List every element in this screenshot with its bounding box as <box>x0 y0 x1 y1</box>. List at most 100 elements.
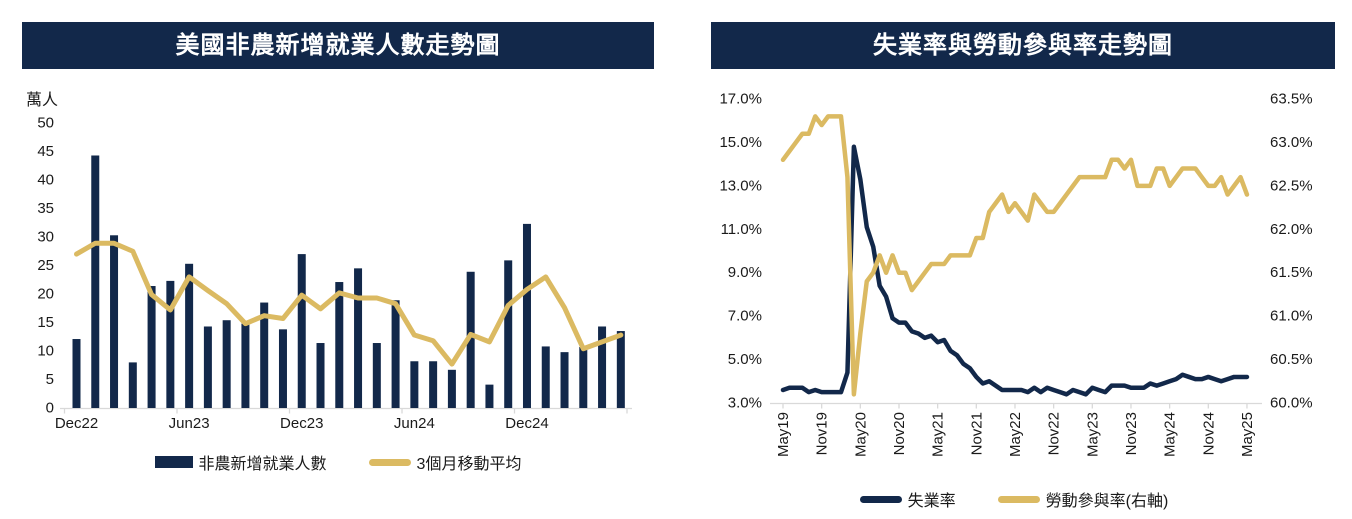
line-swatch-navy <box>859 495 902 503</box>
svg-text:15: 15 <box>37 314 54 331</box>
svg-text:62.0%: 62.0% <box>1270 221 1313 238</box>
svg-text:May20: May20 <box>852 412 869 457</box>
payroll-bar <box>72 339 81 408</box>
payroll-bars <box>72 155 625 408</box>
bar-swatch <box>154 456 193 468</box>
payroll-bar <box>110 235 119 408</box>
x-axis <box>60 407 632 414</box>
payroll-bar <box>410 361 419 408</box>
payroll-bar <box>297 254 306 408</box>
line-swatch-gold <box>997 495 1040 503</box>
legend-label: 失業率 <box>907 493 956 510</box>
right-axis-labels: 63.5% 63.0% 62.5% 62.0% 61.5% 61.0% 60.5% 60.0% <box>1270 91 1313 412</box>
svg-text:May21: May21 <box>930 412 947 457</box>
legend-label: 勞動參與率(右軸) <box>1045 493 1169 510</box>
payroll-bar <box>354 268 363 408</box>
payroll-bar <box>372 343 381 408</box>
payroll-bar <box>616 331 625 408</box>
x-axis-labels: Dec22 Jun23 Dec23 Jun24 Dec24 <box>55 415 549 432</box>
payrolls-legend: 非農新增就業人數 3個月移動平均 <box>0 450 676 474</box>
payroll-bar <box>391 300 400 408</box>
payroll-bar <box>579 347 588 408</box>
svg-text:30: 30 <box>37 229 54 246</box>
payroll-bar <box>560 352 569 408</box>
payroll-bar <box>241 323 250 408</box>
rates-chart: 17.0% 15.0% 13.0% 11.0% 9.0% 7.0% 5.0% 3.0% 63.5… <box>719 91 1313 458</box>
svg-text:25: 25 <box>37 257 54 274</box>
svg-text:Jun24: Jun24 <box>394 415 435 432</box>
payroll-bar <box>185 263 194 408</box>
legend-item-unemployment: 失業率 <box>859 487 956 511</box>
rates-chart-panel: 失業率與勞動參與率走勢圖 17.0% 15.0% 13.0% 11.0% 9.0% 7.0… <box>676 0 1352 519</box>
y-axis-unit-label: 萬人 <box>26 92 59 109</box>
svg-text:Dec22: Dec22 <box>55 415 98 432</box>
payroll-bar <box>447 369 456 408</box>
svg-text:0: 0 <box>46 400 54 417</box>
svg-text:Nov19: Nov19 <box>814 412 831 455</box>
svg-text:Jun23: Jun23 <box>169 415 210 432</box>
svg-text:Nov22: Nov22 <box>1046 412 1063 455</box>
svg-text:45: 45 <box>37 143 54 160</box>
x-axis-labels: May19 Nov19 May20 Nov20 May21 Nov21 May22 Nov22… <box>775 412 1256 457</box>
svg-text:9.0%: 9.0% <box>728 264 762 281</box>
svg-text:62.5%: 62.5% <box>1270 177 1313 194</box>
payroll-bar <box>504 260 513 408</box>
payroll-bar <box>541 346 550 408</box>
payroll-bar <box>522 223 531 408</box>
svg-text:61.5%: 61.5% <box>1270 264 1313 281</box>
svg-text:Nov20: Nov20 <box>891 412 908 455</box>
payroll-bar <box>203 326 212 408</box>
payroll-bar <box>278 329 287 408</box>
svg-text:Nov24: Nov24 <box>1200 412 1217 455</box>
unemployment-rate-line <box>780 144 1250 397</box>
payroll-bar <box>335 282 344 408</box>
svg-text:Nov23: Nov23 <box>1123 412 1140 455</box>
svg-text:3.0%: 3.0% <box>728 395 762 412</box>
svg-text:Dec23: Dec23 <box>280 415 323 432</box>
svg-text:May22: May22 <box>1007 412 1024 457</box>
payroll-bar <box>598 326 607 408</box>
svg-text:63.5%: 63.5% <box>1270 91 1313 108</box>
payroll-bar <box>466 271 475 408</box>
svg-text:20: 20 <box>37 286 54 303</box>
payroll-bar <box>91 155 100 408</box>
svg-text:60.5%: 60.5% <box>1270 351 1313 368</box>
legend-label: 非農新增就業人數 <box>198 456 327 473</box>
rates-legend: 失業率 勞動參與率(右軸) <box>676 487 1352 511</box>
participation-rate-line <box>780 114 1250 397</box>
payroll-bar <box>166 280 175 408</box>
svg-text:May25: May25 <box>1239 412 1256 457</box>
legend-item-participation: 勞動參與率(右軸) <box>997 487 1169 511</box>
payroll-bar <box>147 286 156 408</box>
svg-text:5: 5 <box>46 371 54 388</box>
payroll-bar <box>485 384 494 408</box>
svg-text:May23: May23 <box>1084 412 1101 457</box>
svg-text:15.0%: 15.0% <box>719 134 762 151</box>
rates-chart-title: 失業率與勞動參與率走勢圖 <box>711 22 1335 69</box>
svg-text:63.0%: 63.0% <box>1270 134 1313 151</box>
legend-item-payrolls: 非農新增就業人數 <box>154 450 327 474</box>
svg-text:60.0%: 60.0% <box>1270 395 1313 412</box>
svg-text:5.0%: 5.0% <box>728 351 762 368</box>
svg-text:Dec24: Dec24 <box>505 415 548 432</box>
moving-average-line <box>74 240 624 367</box>
svg-text:7.0%: 7.0% <box>728 308 762 325</box>
payrolls-chart-title: 美國非農新增就業人數走勢圖 <box>22 22 654 69</box>
payrolls-chart-panel: 美國非農新增就業人數走勢圖 萬人 50 45 40 35 30 25 20 15 10 5 0 Dec… <box>0 22 676 474</box>
svg-text:10: 10 <box>37 343 54 360</box>
svg-text:Nov21: Nov21 <box>968 412 985 455</box>
svg-text:May24: May24 <box>1162 412 1179 457</box>
svg-text:17.0%: 17.0% <box>719 91 762 108</box>
legend-label: 3個月移動平均 <box>416 456 522 473</box>
payroll-bar <box>260 302 269 408</box>
payroll-bar <box>429 361 438 408</box>
payroll-bar <box>316 343 325 408</box>
payroll-bar <box>222 320 231 408</box>
x-axis <box>770 402 1262 409</box>
svg-text:50: 50 <box>37 115 54 132</box>
left-axis-labels: 17.0% 15.0% 13.0% 11.0% 9.0% 7.0% 5.0% 3.0% <box>719 91 762 412</box>
svg-text:13.0%: 13.0% <box>719 177 762 194</box>
